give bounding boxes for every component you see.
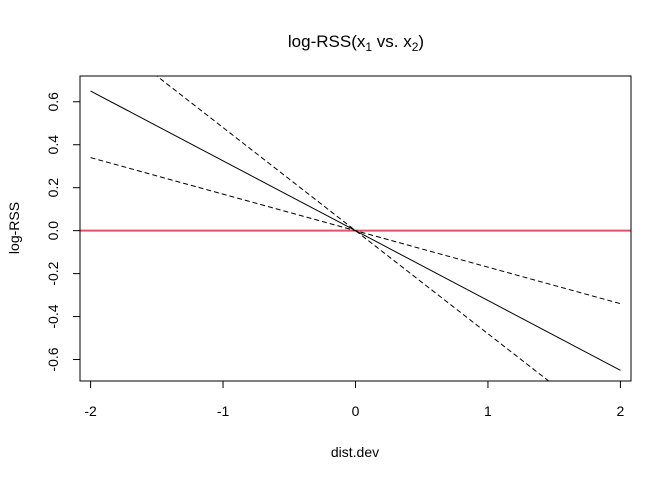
y-axis-label: log-RSS (6, 202, 22, 254)
axes-layer: -2 -1 0 1 2 -0.6 -0.4 -0.2 0.0 0.2 0.4 0.6 (45, 92, 625, 419)
chart-title-prefix: log-RSS( (288, 32, 357, 51)
y-tick-label-6: 0.6 (45, 92, 61, 112)
x-tick-label-4: 2 (617, 403, 625, 419)
chart-title-sub1: 1 (365, 40, 372, 54)
y-tick-label-3: 0.0 (45, 221, 61, 241)
y-tick-label-0: -0.6 (45, 347, 61, 371)
plot-series-layer (80, 76, 631, 381)
x-tick-label-2: 0 (352, 403, 360, 419)
chart-title-middle: vs. (372, 32, 403, 51)
chart-title-sub2: 2 (412, 40, 419, 54)
x-axis-label: dist.dev (331, 444, 379, 460)
y-tick-label-4: 0.2 (45, 178, 61, 198)
x-tick-label-3: 1 (484, 403, 492, 419)
y-tick-label-5: 0.4 (45, 135, 61, 155)
series-line-2 (90, 157, 621, 305)
y-tick-label-1: -0.4 (45, 304, 61, 328)
chart-title-var1: x (357, 32, 366, 51)
plot-frame (79, 75, 632, 382)
chart-title-suffix: ) (418, 32, 424, 51)
x-tick-label-0: -2 (84, 403, 97, 419)
x-tick-label-1: -1 (217, 403, 230, 419)
chart-title-var2: x (403, 32, 412, 51)
chart-title: log-RSS(x1 vs. x2) (288, 32, 424, 54)
y-tick-label-2: -0.2 (45, 261, 61, 285)
